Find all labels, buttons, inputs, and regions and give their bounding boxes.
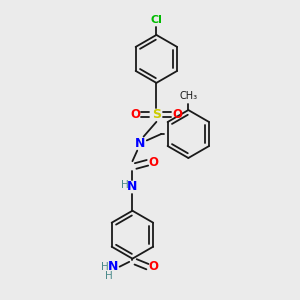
Text: Cl: Cl (151, 15, 162, 26)
Text: N: N (108, 260, 119, 273)
Text: O: O (130, 108, 141, 121)
Text: H: H (121, 180, 128, 190)
Text: S: S (152, 108, 161, 121)
Text: O: O (148, 260, 158, 273)
Text: O: O (172, 108, 182, 121)
Text: N: N (135, 137, 146, 150)
Text: N: N (127, 180, 138, 193)
Text: H: H (105, 271, 112, 281)
Text: O: O (148, 156, 158, 169)
Text: CH₃: CH₃ (179, 91, 197, 101)
Text: H: H (101, 262, 109, 272)
